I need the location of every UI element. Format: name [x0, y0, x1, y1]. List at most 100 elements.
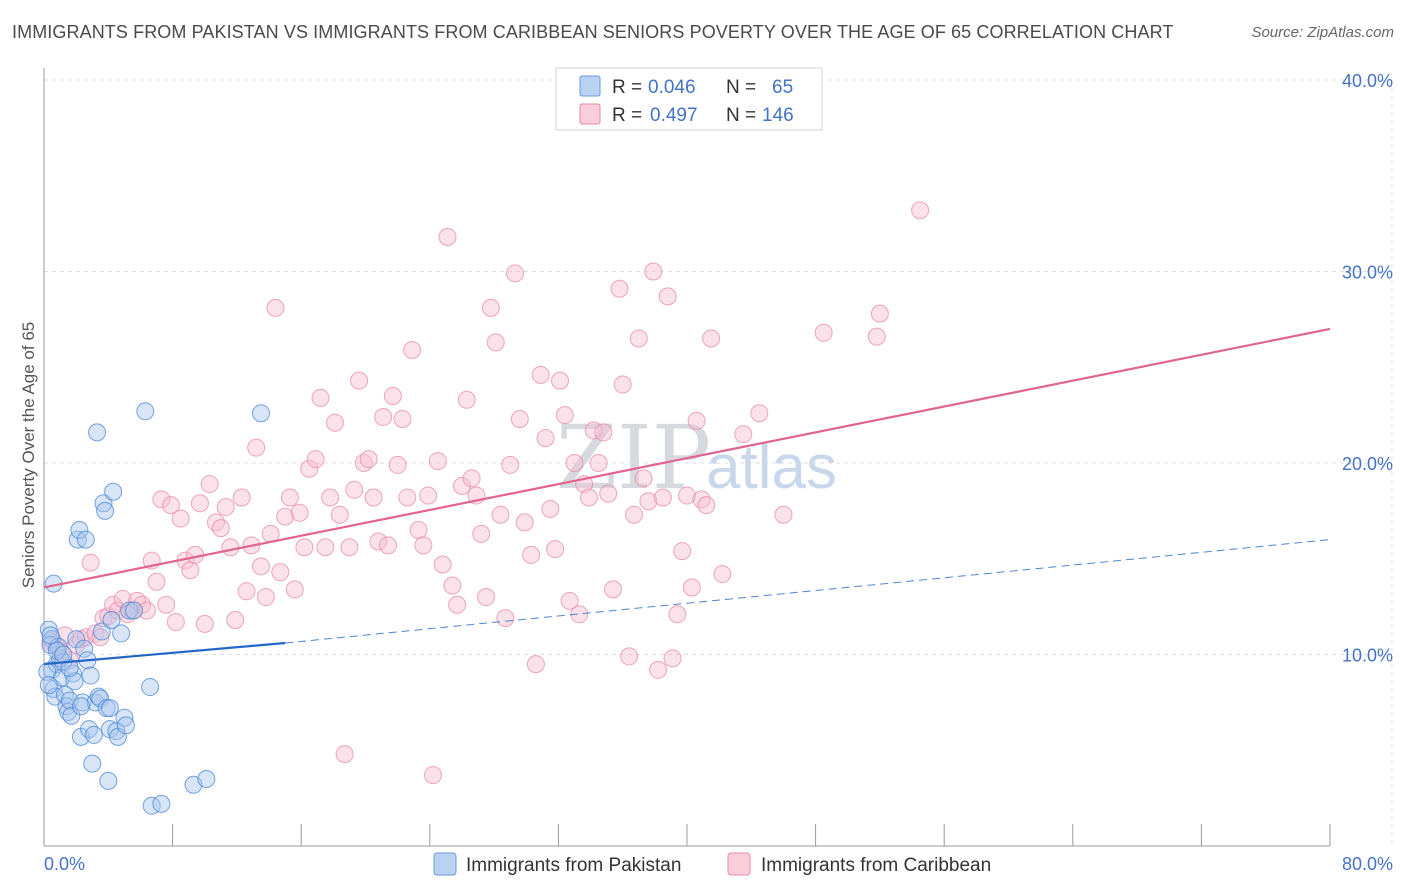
point-caribbean	[658, 287, 677, 306]
point-caribbean	[325, 413, 344, 432]
point-pakistan	[55, 685, 74, 704]
point-caribbean	[321, 488, 340, 507]
point-caribbean	[409, 521, 428, 540]
point-caribbean	[211, 519, 230, 538]
point-caribbean	[181, 561, 200, 580]
tick-labels: 10.0% 20.0% 30.0% 40.0% 0.0% 80.0%	[44, 71, 1393, 874]
point-caribbean	[750, 404, 769, 423]
point-caribbean	[541, 499, 560, 518]
point-pakistan	[62, 706, 81, 725]
point-caribbean	[424, 766, 443, 785]
point-caribbean	[330, 505, 349, 524]
series-legend: Immigrants from Pakistan Immigrants from…	[433, 852, 991, 876]
legend-swatch-pakistan	[579, 75, 601, 97]
bottom-legend-label-pakistan: Immigrants from Pakistan	[466, 855, 681, 876]
point-pakistan	[94, 494, 113, 513]
point-pakistan	[96, 501, 115, 520]
point-pakistan	[91, 689, 110, 708]
point-caribbean	[501, 455, 520, 474]
point-caribbean	[634, 469, 653, 488]
point-caribbean	[147, 572, 166, 591]
bottom-legend-label-caribbean: Immigrants from Caribbean	[761, 855, 991, 876]
point-caribbean	[438, 228, 457, 247]
point-caribbean	[555, 406, 574, 425]
point-caribbean	[104, 595, 123, 614]
point-caribbean	[271, 563, 290, 582]
point-caribbean	[311, 388, 330, 407]
point-caribbean	[546, 540, 565, 559]
point-pakistan	[70, 521, 89, 540]
point-caribbean	[221, 538, 240, 557]
point-caribbean	[649, 660, 668, 679]
point-caribbean	[414, 536, 433, 555]
point-caribbean	[335, 745, 354, 764]
point-pakistan	[197, 769, 216, 788]
point-caribbean	[350, 371, 369, 390]
point-caribbean	[697, 496, 716, 515]
point-pakistan	[141, 678, 160, 697]
point-pakistan	[65, 672, 84, 691]
point-caribbean	[472, 524, 491, 543]
y-tick-label: 20.0%	[1342, 454, 1393, 474]
point-caribbean	[443, 576, 462, 595]
point-caribbean	[247, 438, 266, 457]
point-caribbean	[734, 425, 753, 444]
point-caribbean	[374, 408, 393, 427]
point-caribbean	[599, 484, 618, 503]
point-pakistan	[116, 716, 135, 735]
point-caribbean	[200, 475, 219, 494]
point-caribbean	[531, 365, 550, 384]
point-caribbean	[306, 450, 325, 469]
x-tick-label-max: 80.0%	[1342, 854, 1393, 874]
bottom-legend-swatch-caribbean	[727, 852, 751, 876]
point-caribbean	[166, 612, 185, 631]
point-caribbean	[226, 611, 245, 630]
axes	[43, 68, 1331, 847]
legend-n-label-1: N =	[726, 77, 756, 98]
point-caribbean	[462, 469, 481, 488]
point-pakistan	[80, 720, 99, 739]
point-caribbean	[190, 494, 209, 513]
point-caribbean	[81, 553, 100, 572]
point-caribbean	[613, 375, 632, 394]
point-caribbean	[161, 496, 180, 515]
point-caribbean	[448, 595, 467, 614]
point-pakistan	[99, 771, 118, 790]
point-caribbean	[359, 450, 378, 469]
point-caribbean	[398, 488, 417, 507]
point-caribbean	[491, 505, 510, 524]
point-pakistan	[88, 423, 107, 442]
point-caribbean	[285, 580, 304, 599]
point-pakistan	[84, 725, 103, 744]
point-pakistan	[39, 676, 58, 695]
point-caribbean	[388, 455, 407, 474]
point-pakistan	[63, 664, 82, 683]
point-caribbean	[428, 452, 447, 471]
source-credit: Source: ZipAtlas.com	[1251, 24, 1394, 41]
watermark: ZIP atlas	[556, 406, 837, 509]
point-caribbean	[620, 647, 639, 666]
point-caribbean	[457, 390, 476, 409]
point-caribbean	[692, 490, 711, 509]
point-caribbean	[565, 454, 584, 472]
point-caribbean	[911, 201, 930, 220]
trend-line-pakistan	[43, 641, 286, 666]
point-pakistan	[102, 611, 121, 630]
point-caribbean	[522, 545, 541, 564]
point-caribbean	[419, 486, 438, 505]
point-pakistan	[83, 754, 102, 773]
point-pakistan	[92, 622, 111, 641]
point-pakistan	[152, 794, 171, 813]
point-pakistan	[125, 601, 144, 620]
point-caribbean	[551, 371, 570, 390]
point-caribbean	[171, 509, 190, 528]
point-pakistan	[71, 697, 90, 716]
x-tick-label-min: 0.0%	[44, 854, 85, 874]
point-pakistan	[112, 624, 131, 643]
point-pakistan	[252, 404, 271, 423]
point-caribbean	[526, 655, 545, 674]
chart-title: IMMIGRANTS FROM PAKISTAN VS IMMIGRANTS F…	[12, 22, 1174, 42]
legend-r-label-2: R =	[612, 105, 642, 126]
point-caribbean	[505, 264, 524, 283]
point-pakistan	[76, 530, 95, 549]
